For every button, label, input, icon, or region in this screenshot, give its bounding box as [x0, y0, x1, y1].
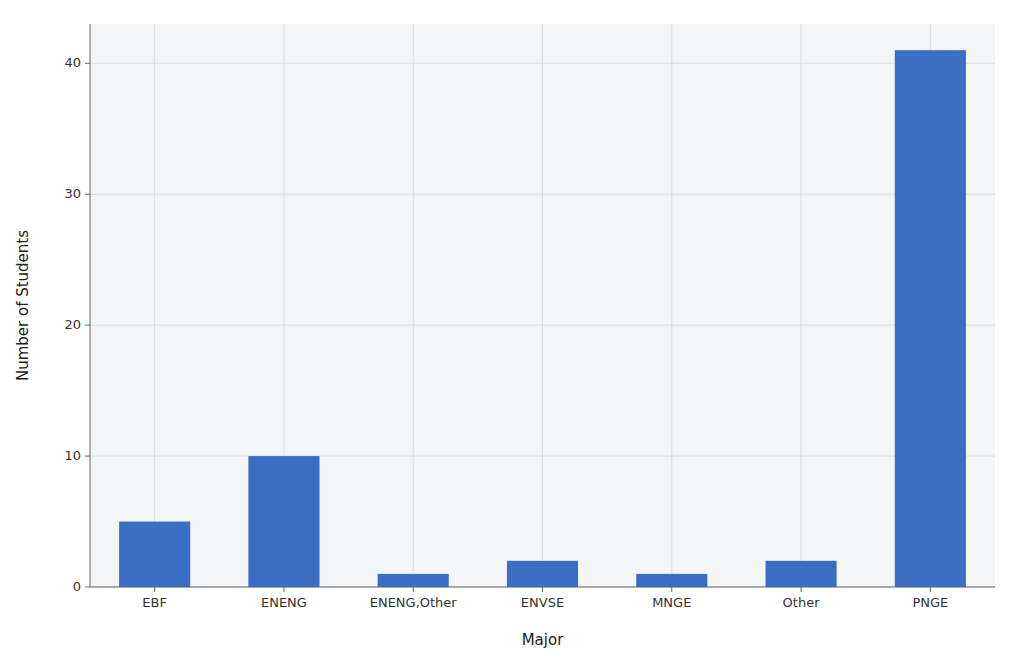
- x-tick-label: PNGE: [912, 595, 948, 610]
- y-tick: [85, 194, 90, 195]
- y-tick-label: 30: [64, 186, 81, 201]
- bar: [119, 522, 190, 587]
- y-axis-label: Number of Students: [14, 230, 32, 381]
- x-tick-label: ENVSE: [521, 595, 564, 610]
- x-tick-label: MNGE: [652, 595, 691, 610]
- bar: [636, 574, 707, 587]
- x-tick-label: Other: [783, 595, 821, 610]
- y-tick-label: 10: [64, 448, 81, 463]
- x-grid-line: [154, 24, 155, 587]
- x-tick: [283, 587, 284, 592]
- x-grid-line: [671, 24, 672, 587]
- y-tick: [85, 325, 90, 326]
- x-grid-line: [801, 24, 802, 587]
- x-tick-label: EBF: [142, 595, 167, 610]
- y-tick: [85, 63, 90, 64]
- chart-svg: 0 10 20 30 40 EBF ENENG ENENG,Other ENVSE MNGE Oth…: [0, 0, 1025, 667]
- bars: [119, 50, 966, 587]
- grid: [90, 24, 995, 587]
- x-tick: [154, 587, 155, 592]
- x-tick: [542, 587, 543, 592]
- y-tick-label: 20: [64, 317, 81, 332]
- axes: 0 10 20 30 40 EBF ENENG ENENG,Other ENVSE MNGE Oth…: [64, 24, 995, 610]
- x-tick: [801, 587, 802, 592]
- plot-background: [90, 24, 995, 587]
- y-tick-label: 0: [73, 579, 81, 594]
- y-tick-label: 40: [64, 55, 81, 70]
- x-tick: [671, 587, 672, 592]
- x-tick-label: ENENG: [261, 595, 307, 610]
- x-tick: [413, 587, 414, 592]
- y-axis-line: [90, 24, 91, 587]
- y-tick: [85, 456, 90, 457]
- bar: [378, 574, 449, 587]
- x-tick: [930, 587, 931, 592]
- x-grid-line: [413, 24, 414, 587]
- chart-container: 0 10 20 30 40 EBF ENENG ENENG,Other ENVSE MNGE Oth…: [0, 0, 1025, 667]
- x-axis-label: Major: [522, 631, 564, 649]
- bar: [507, 561, 578, 587]
- bar: [766, 561, 837, 587]
- y-tick: [85, 587, 90, 588]
- x-tick-label: ENENG,Other: [370, 595, 458, 610]
- x-grid-line: [542, 24, 543, 587]
- bar: [895, 50, 966, 587]
- bar: [248, 456, 319, 587]
